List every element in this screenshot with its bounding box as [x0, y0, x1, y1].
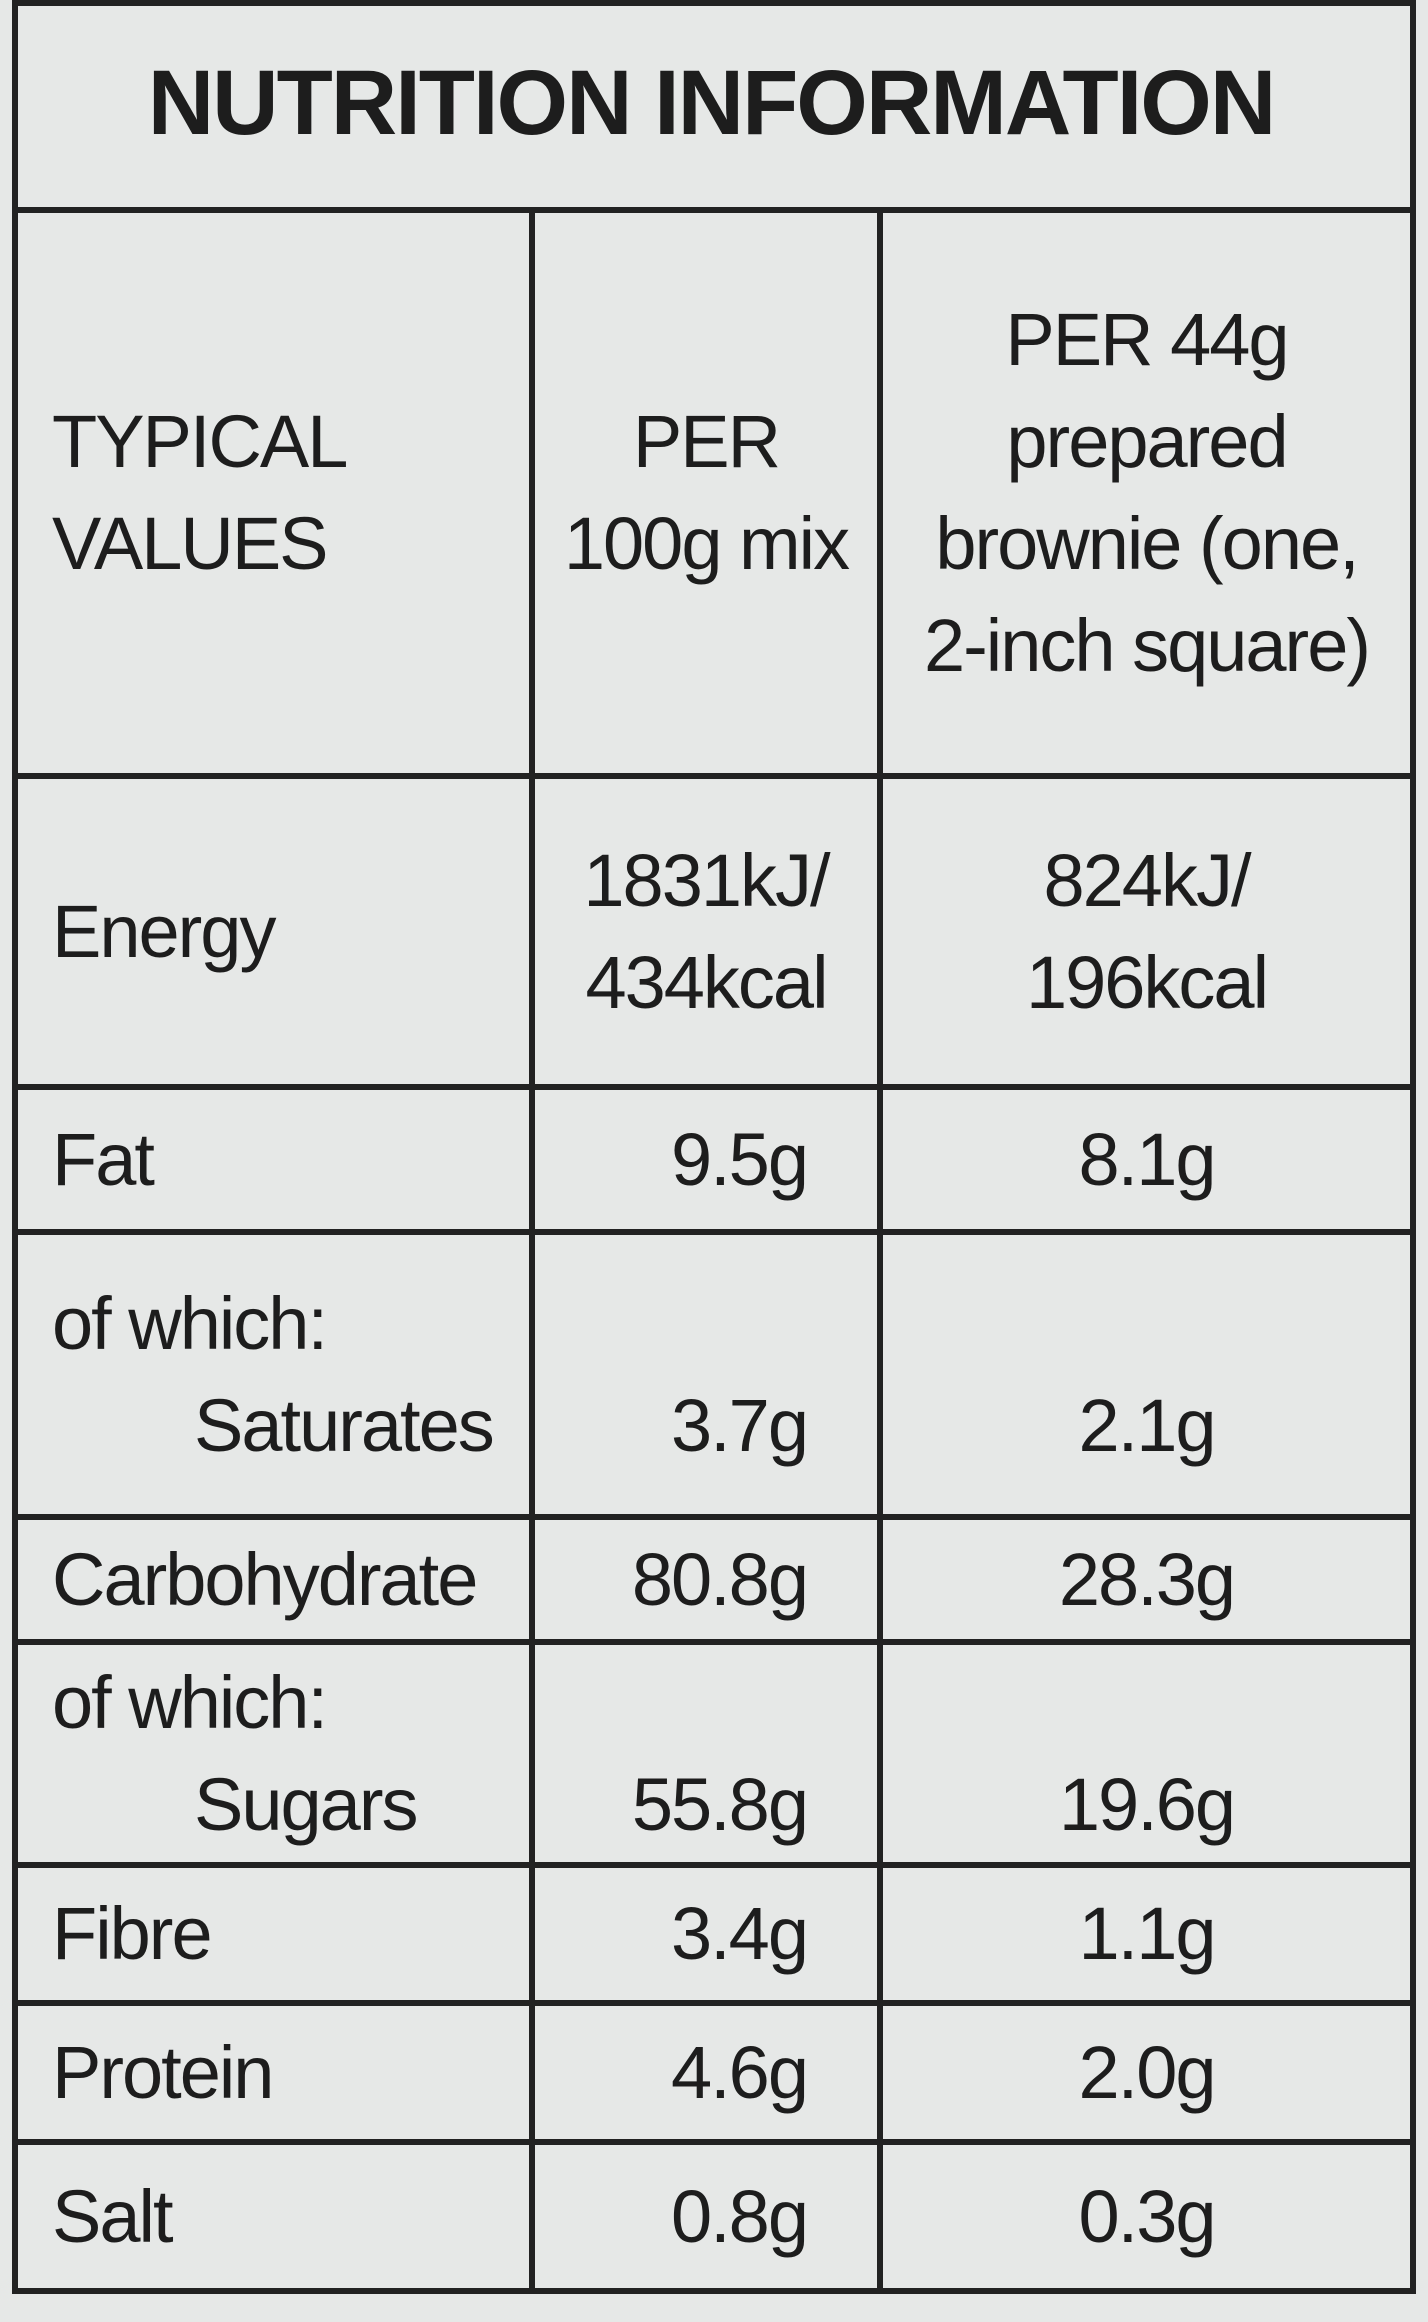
spacer [1137, 1652, 1156, 1754]
row-border [12, 1084, 1416, 1090]
value-per-serving: 2.1g [883, 1235, 1410, 1514]
row-border [12, 1229, 1416, 1235]
cell-text: 28.3g [1058, 1537, 1236, 1621]
row-label: Protein [18, 2006, 529, 2139]
value-per-serving: 8.1g [883, 1090, 1410, 1229]
value-per-100g: 3.7g [535, 1235, 877, 1514]
border [12, 0, 1416, 6]
value-per-100g: 0.8g [535, 2145, 877, 2288]
cell-text: VALUES [52, 502, 329, 585]
cell-text: Fat [52, 1117, 155, 1201]
cell-text: 0.8g [670, 2174, 809, 2258]
cell-text: Saturates [194, 1383, 495, 1467]
cell-text: prepared [1006, 400, 1288, 483]
spacer [1137, 1273, 1156, 1375]
cell-text: Energy [52, 889, 276, 973]
cell-text: 19.6g [1058, 1762, 1236, 1846]
value-per-100g: 55.8g [535, 1645, 877, 1862]
row-border [12, 207, 1416, 213]
row-border [12, 1514, 1416, 1520]
row-label: Fat [18, 1090, 529, 1229]
border [1410, 0, 1416, 2294]
row-border [12, 773, 1416, 779]
cell-text: Sugars [194, 1762, 418, 1846]
value-per-100g: 3.4g [535, 1868, 877, 2000]
cell-text: Salt [52, 2174, 174, 2258]
value-per-100g: 1831kJ/434kcal [535, 779, 877, 1084]
cell-text: 2.0g [1078, 2030, 1216, 2114]
spacer [788, 1652, 807, 1754]
value-per-serving: 1.1g [883, 1868, 1410, 2000]
border [12, 0, 18, 2294]
row-border [12, 2139, 1416, 2145]
value-per-serving: 28.3g [883, 1520, 1410, 1639]
cell-text: Carbohydrate [52, 1537, 478, 1621]
cell-text: 1831kJ/ [583, 838, 830, 922]
cell-text: Fibre [52, 1892, 213, 1975]
cell-text: brownie (one, [935, 502, 1359, 585]
cell-text: 2.1g [1078, 1383, 1216, 1467]
header-cell: TYPICAL VALUES [18, 213, 529, 773]
value-per-serving: 0.3g [883, 2145, 1410, 2288]
column-border [529, 207, 535, 2294]
cell-text: 9.5g [670, 1117, 809, 1201]
row-border [12, 2000, 1416, 2006]
row-border [12, 2288, 1416, 2294]
cell-text: PER [632, 400, 781, 483]
row-label: Carbohydrate [18, 1520, 529, 1639]
cell-text: 4.6g [670, 2030, 809, 2114]
value-per-100g: 80.8g [535, 1520, 877, 1639]
cell-text: 80.8g [631, 1537, 809, 1621]
cell-text: 1.1g [1078, 1892, 1216, 1975]
cell-text: TYPICAL [52, 400, 348, 483]
column-border [877, 207, 883, 2294]
cell-text: 2-inch square) [923, 604, 1371, 687]
cell-text: of which: [52, 1660, 328, 1744]
cell-text: 55.8g [631, 1762, 809, 1846]
row-border [12, 1639, 1416, 1645]
value-per-100g: 4.6g [535, 2006, 877, 2139]
header-cell: PER 44g prepared brownie (one, 2-inch squar… [883, 213, 1410, 773]
row-label: Fibre [18, 1868, 529, 2000]
value-per-100g: 9.5g [535, 1090, 877, 1229]
cell-text: 196kcal [1025, 940, 1269, 1024]
cell-text: 434kcal [585, 940, 828, 1024]
cell-text: 3.4g [670, 1892, 809, 1975]
spacer [788, 1273, 807, 1375]
cell-text: Protein [52, 2030, 274, 2114]
cell-text: 3.7g [670, 1383, 809, 1467]
row-label: of which: Sugars [18, 1645, 529, 1862]
cell-text: 8.1g [1078, 1117, 1216, 1201]
header-cell: PER 100g mix [535, 213, 877, 773]
row-label: of which: Saturates [18, 1235, 529, 1514]
title: NUTRITION INFORMATION [147, 52, 1277, 154]
value-per-serving: 19.6g [883, 1645, 1410, 1862]
cell-text: 824kJ/ [1043, 838, 1251, 922]
cell-text: of which: [52, 1281, 328, 1365]
value-per-serving: 824kJ/196kcal [883, 779, 1410, 1084]
row-label: Salt [18, 2145, 529, 2288]
cell-text: 0.3g [1078, 2174, 1216, 2258]
row-label: Energy [18, 779, 529, 1084]
row-border [12, 1862, 1416, 1868]
value-per-serving: 2.0g [883, 2006, 1410, 2139]
cell-text: PER 44g [1005, 298, 1289, 381]
cell-text: 100g mix [563, 502, 850, 585]
